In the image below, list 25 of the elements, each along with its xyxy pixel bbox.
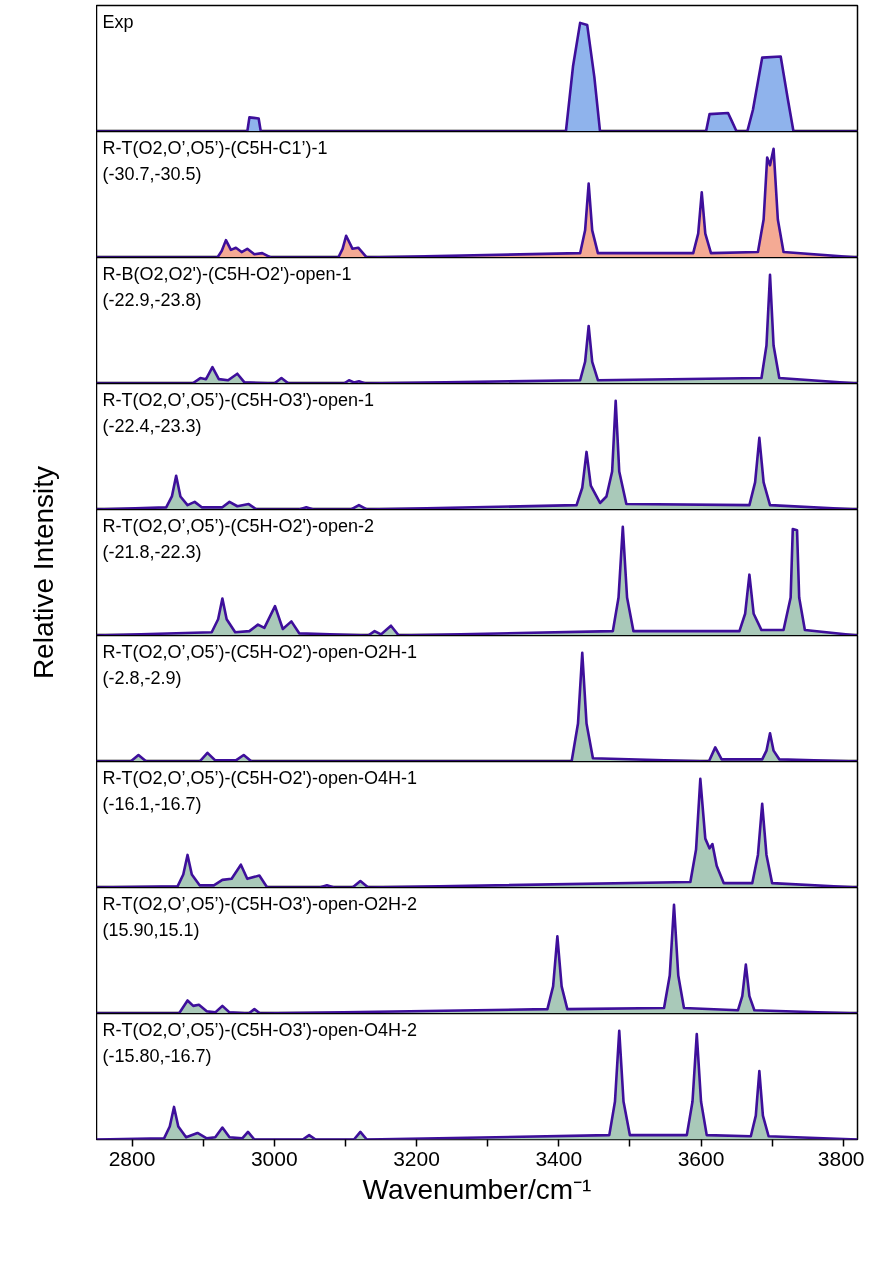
chart-title: R-T(O2,O’,O5’)-(C5H-O3')-open-1 <box>102 389 374 410</box>
text: (15.90,15.1) <box>102 919 200 940</box>
chart-title: R-T(O2,O’,O5’)-(C5H-O3')-open-O2H-2 <box>102 893 417 914</box>
y-axis-title: Relative Intensity <box>28 465 60 680</box>
text: (-2.8,-2.9) <box>102 667 182 688</box>
chart-title: R-T(O2,O’,O5’)-(C5H-O2')-open-O2H-1 <box>102 641 417 662</box>
text: (-22.4,-23.3) <box>102 415 202 436</box>
chart-title: R-T(O2,O’,O5’)-(C5H-O2')-open-2 <box>102 515 374 536</box>
text: (-22.9,-23.8) <box>102 289 202 310</box>
chart-title: R-T(O2,O’,O5’)-(C5H-O2')-open-O4H-1 <box>102 767 417 788</box>
x-axis-title: Wavenumber/cm⁻¹ <box>362 1173 592 1205</box>
text: (-16.1,-16.7) <box>102 793 202 814</box>
text: (-15.80,-16.7) <box>102 1045 212 1066</box>
x-tick-label: 3200 <box>393 1146 440 1170</box>
x-tick-label: 3600 <box>677 1146 725 1170</box>
text: (-21.8,-22.3) <box>102 541 202 562</box>
chart-title: Exp <box>102 11 134 32</box>
chart-title: R-B(O2,O2')-(C5H-O2')-open-1 <box>102 263 352 284</box>
chart-title: R-T(O2,O’,O5’)-(C5H-O3')-open-O4H-2 <box>102 1019 417 1040</box>
text: (-30.7,-30.5) <box>102 163 202 184</box>
chart-title: R-T(O2,O’,O5’)-(C5H-C1’)-1 <box>102 137 328 158</box>
x-tick-label: 3800 <box>817 1146 865 1170</box>
x-tick-label: 2800 <box>108 1146 156 1170</box>
x-tick-label: 3000 <box>250 1146 298 1170</box>
x-tick-label: 3400 <box>535 1146 583 1170</box>
